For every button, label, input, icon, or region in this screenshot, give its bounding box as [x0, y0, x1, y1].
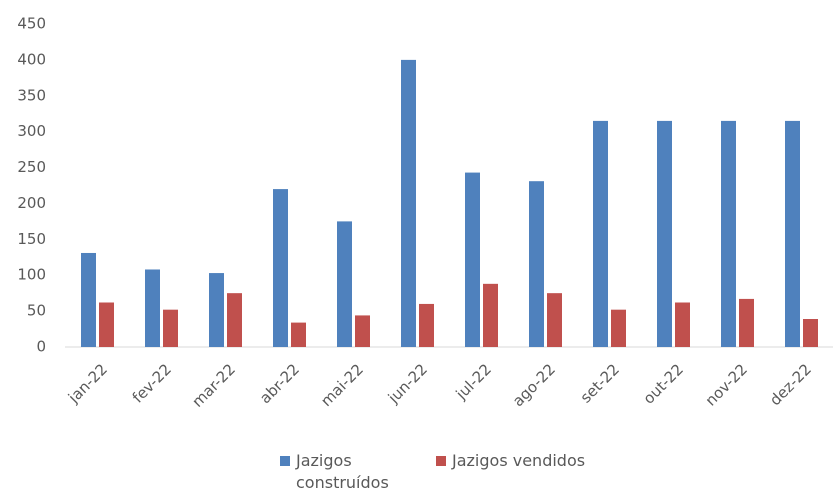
bar	[227, 293, 242, 347]
legend-label: Jazigos vendidos	[452, 451, 586, 470]
legend-swatch	[280, 456, 290, 466]
bar	[145, 269, 160, 347]
x-tick-label: nov-22	[702, 360, 751, 409]
legend-label: Jazigos construídos	[296, 451, 389, 492]
bar	[291, 322, 306, 347]
x-tick-label: jan-22	[64, 360, 111, 407]
y-tick-label: 200	[17, 194, 46, 212]
x-tick-label: fev-22	[129, 360, 175, 406]
bar	[81, 252, 96, 347]
bar	[611, 309, 626, 347]
bar	[785, 120, 800, 348]
x-tick-label: mai-22	[317, 360, 367, 410]
bar	[163, 309, 178, 347]
x-tick-label: jul-22	[452, 360, 495, 403]
legend-item: Jazigos vendidos	[436, 450, 612, 492]
bar	[721, 120, 736, 348]
x-tick-label: out-22	[640, 360, 687, 407]
y-tick-label: 450	[17, 15, 46, 33]
bar	[419, 303, 434, 347]
bar	[657, 120, 672, 348]
y-tick-label: 400	[17, 50, 46, 68]
legend-item: Jazigos construídos	[280, 450, 406, 492]
bar	[803, 319, 818, 347]
bar	[337, 221, 352, 347]
bar	[355, 315, 370, 347]
y-tick-label: 0	[36, 338, 46, 356]
bar	[529, 181, 544, 347]
x-tick-label: abr-22	[256, 360, 303, 407]
chart: 0 50 100 150 200 250 300 350 400 450 jan-22 fev-22 m…	[17, 15, 833, 411]
x-tick-label: dez-22	[766, 360, 815, 409]
y-tick-label: 300	[17, 122, 46, 140]
y-tick-label: 50	[27, 302, 46, 320]
legend: Jazigos construídos Jazigos vendidos	[280, 450, 612, 492]
bar	[483, 283, 498, 347]
bar	[739, 298, 754, 347]
y-tick-label: 150	[17, 230, 46, 248]
bar	[273, 189, 288, 347]
bar	[547, 293, 562, 347]
bar	[99, 302, 114, 347]
x-tick-label: set-22	[577, 360, 623, 406]
x-tick-label: mar-22	[188, 360, 239, 411]
bar	[675, 302, 690, 347]
bar	[209, 273, 224, 347]
y-tick-label: 250	[17, 158, 46, 176]
bar	[401, 59, 416, 348]
legend-swatch	[436, 456, 446, 466]
x-tick-label: ago-22	[509, 360, 559, 410]
bar	[465, 172, 480, 347]
y-tick-label: 100	[17, 266, 46, 284]
bar	[593, 120, 608, 348]
x-tick-label: jun-22	[384, 360, 431, 407]
y-tick-label: 350	[17, 86, 46, 104]
